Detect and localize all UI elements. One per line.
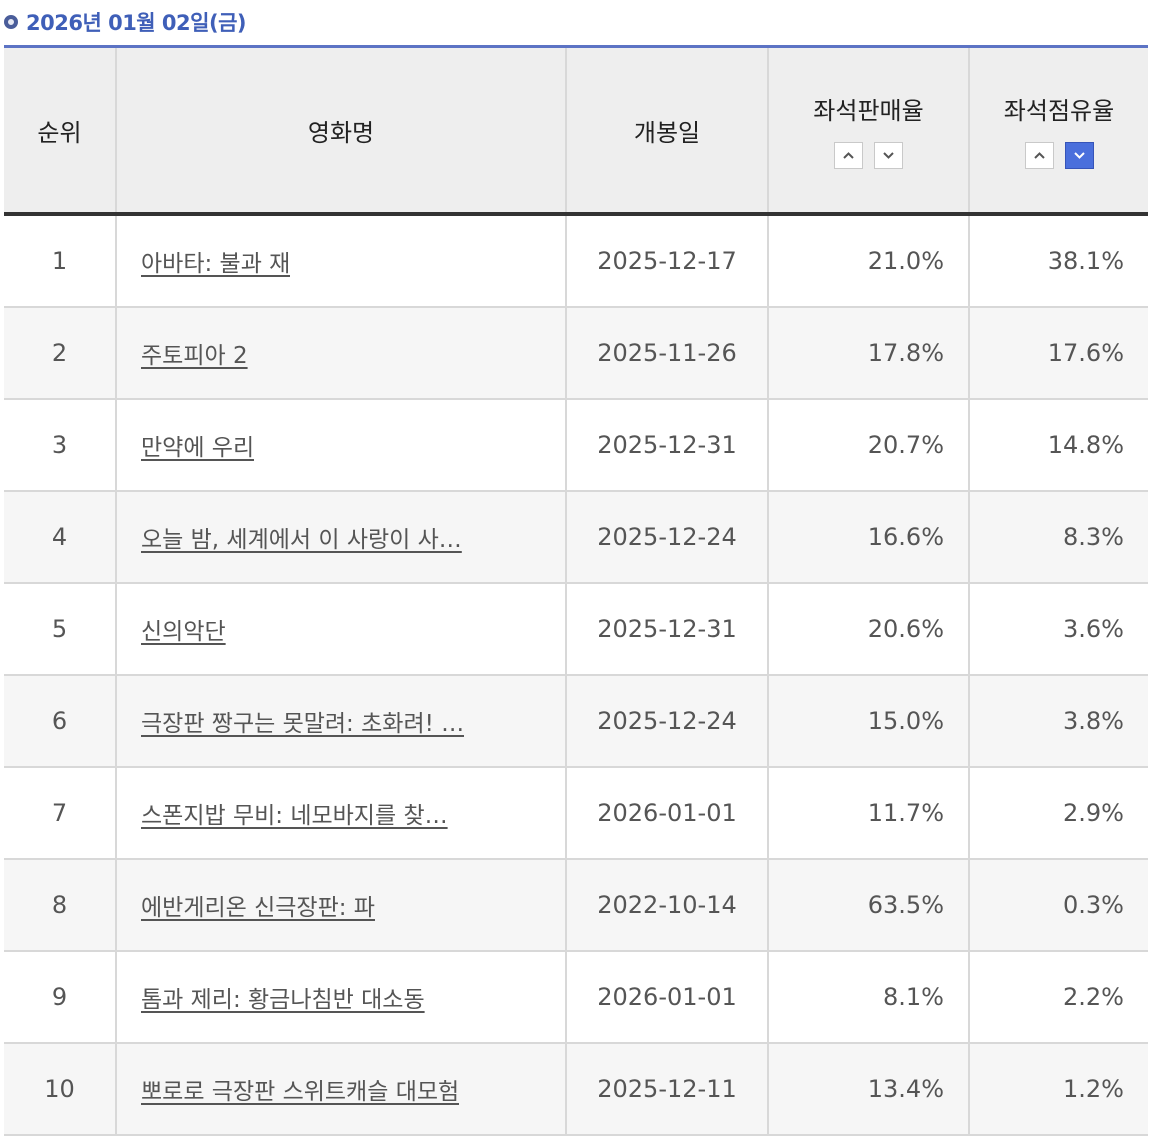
seat-share-sort-asc-button[interactable] xyxy=(1024,142,1054,169)
rank-cell: 3 xyxy=(4,399,117,492)
seat-sales-cell: 13.4% xyxy=(767,1043,970,1136)
movie-title-link[interactable]: 스폰지밥 무비: 네모바지를 찾… xyxy=(141,803,448,829)
column-header-title: 영화명 xyxy=(115,48,567,216)
seat-sales-sort-asc-button[interactable] xyxy=(834,142,863,169)
seat-sales-cell: 17.8% xyxy=(767,307,970,400)
seat-sales-cell: 15.0% xyxy=(767,675,970,768)
title-cell: 에반게리온 신극장판: 파 xyxy=(115,859,567,952)
movie-title-link[interactable]: 톰과 제리: 황금나침반 대소동 xyxy=(141,987,425,1013)
movie-title-link[interactable]: 신의악단 xyxy=(141,619,226,645)
seat-sales-cell: 20.6% xyxy=(767,583,970,676)
seat-share-cell: 38.1% xyxy=(968,214,1148,308)
title-cell: 만약에 우리 xyxy=(115,399,567,492)
movie-title-link[interactable]: 만약에 우리 xyxy=(141,435,255,461)
title-cell: 뽀로로 극장판 스위트캐슬 대모험 xyxy=(115,1043,567,1136)
table-row: 2 주토피아 2 2025-11-26 17.8% 17.6% xyxy=(4,307,1148,400)
chevron-up-icon xyxy=(1033,152,1045,159)
date-title: 2026년 01월 02일(금) xyxy=(26,11,247,35)
title-cell: 톰과 제리: 황금나침반 대소동 xyxy=(115,951,567,1044)
rank-cell: 9 xyxy=(4,951,117,1044)
rank-cell: 6 xyxy=(4,675,117,768)
title-cell: 주토피아 2 xyxy=(115,307,567,400)
chevron-down-icon xyxy=(1073,152,1085,159)
seat-sales-cell: 8.1% xyxy=(767,951,970,1044)
seat-share-cell: 8.3% xyxy=(968,491,1148,584)
seat-sales-cell: 63.5% xyxy=(767,859,970,952)
movie-title-link[interactable]: 주토피아 2 xyxy=(141,343,248,369)
column-header-open-date: 개봉일 xyxy=(565,48,769,216)
rank-cell: 10 xyxy=(4,1043,117,1136)
open-date-cell: 2026-01-01 xyxy=(565,767,769,860)
open-date-cell: 2022-10-14 xyxy=(565,859,769,952)
open-date-cell: 2025-12-24 xyxy=(565,491,769,584)
title-cell: 오늘 밤, 세계에서 이 사랑이 사… xyxy=(115,491,567,584)
table-row: 9 톰과 제리: 황금나침반 대소동 2026-01-01 8.1% 2.2% xyxy=(4,951,1148,1044)
seat-sales-cell: 16.6% xyxy=(767,491,970,584)
seat-share-cell: 2.9% xyxy=(968,767,1148,860)
rank-cell: 2 xyxy=(4,307,117,400)
rank-cell: 8 xyxy=(4,859,117,952)
seat-share-cell: 1.2% xyxy=(968,1043,1148,1136)
seat-sales-cell: 11.7% xyxy=(767,767,970,860)
table-header-row: 순위 영화명 개봉일 좌석판매율 좌석점유율 xyxy=(4,48,1148,216)
table-row: 4 오늘 밤, 세계에서 이 사랑이 사… 2025-12-24 16.6% 8… xyxy=(4,491,1148,584)
seat-share-cell: 0.3% xyxy=(968,859,1148,952)
chevron-down-icon xyxy=(883,152,894,159)
rank-cell: 5 xyxy=(4,583,117,676)
movie-title-link[interactable]: 뽀로로 극장판 스위트캐슬 대모험 xyxy=(141,1079,460,1105)
open-date-cell: 2025-12-11 xyxy=(565,1043,769,1136)
seat-share-sort-controls xyxy=(970,142,1148,169)
title-cell: 신의악단 xyxy=(115,583,567,676)
column-header-rank: 순위 xyxy=(4,48,117,216)
rank-cell: 1 xyxy=(4,214,117,308)
rank-cell: 4 xyxy=(4,491,117,584)
title-cell: 아바타: 불과 재 xyxy=(115,214,567,308)
movie-title-link[interactable]: 오늘 밤, 세계에서 이 사랑이 사… xyxy=(141,527,462,553)
table-row: 7 스폰지밥 무비: 네모바지를 찾… 2026-01-01 11.7% 2.9… xyxy=(4,767,1148,860)
table-row: 5 신의악단 2025-12-31 20.6% 3.6% xyxy=(4,583,1148,676)
movie-title-link[interactable]: 아바타: 불과 재 xyxy=(141,251,291,277)
seat-sales-cell: 20.7% xyxy=(767,399,970,492)
open-date-cell: 2025-11-26 xyxy=(565,307,769,400)
table-row: 8 에반게리온 신극장판: 파 2022-10-14 63.5% 0.3% xyxy=(4,859,1148,952)
chevron-up-icon xyxy=(843,152,854,159)
seat-share-cell: 14.8% xyxy=(968,399,1148,492)
seat-share-sort-desc-button[interactable] xyxy=(1064,142,1094,169)
open-date-cell: 2025-12-17 xyxy=(565,214,769,308)
seat-sales-sort-controls xyxy=(769,142,968,169)
seat-sales-sort-desc-button[interactable] xyxy=(874,142,903,169)
circle-bullet-icon xyxy=(4,15,18,29)
table-row: 3 만약에 우리 2025-12-31 20.7% 14.8% xyxy=(4,399,1148,492)
column-header-seat-share: 좌석점유율 xyxy=(968,48,1148,216)
seat-share-cell: 2.2% xyxy=(968,951,1148,1044)
seat-sales-cell: 21.0% xyxy=(767,214,970,308)
table-row: 10 뽀로로 극장판 스위트캐슬 대모험 2025-12-11 13.4% 1.… xyxy=(4,1043,1148,1136)
seat-share-cell: 3.8% xyxy=(968,675,1148,768)
rank-cell: 7 xyxy=(4,767,117,860)
column-header-seat-sales: 좌석판매율 xyxy=(767,48,970,216)
open-date-cell: 2026-01-01 xyxy=(565,951,769,1044)
title-cell: 극장판 짱구는 못말려: 초화려! … xyxy=(115,675,567,768)
movie-title-link[interactable]: 에반게리온 신극장판: 파 xyxy=(141,895,375,921)
header-divider xyxy=(4,45,1148,48)
open-date-cell: 2025-12-24 xyxy=(565,675,769,768)
table-row: 6 극장판 짱구는 못말려: 초화려! … 2025-12-24 15.0% 3… xyxy=(4,675,1148,768)
date-header: 2026년 01월 02일(금) xyxy=(4,0,247,44)
seat-share-cell: 17.6% xyxy=(968,307,1148,400)
table-row: 1 아바타: 불과 재 2025-12-17 21.0% 38.1% xyxy=(4,214,1148,308)
open-date-cell: 2025-12-31 xyxy=(565,399,769,492)
seat-share-cell: 3.6% xyxy=(968,583,1148,676)
open-date-cell: 2025-12-31 xyxy=(565,583,769,676)
title-cell: 스폰지밥 무비: 네모바지를 찾… xyxy=(115,767,567,860)
box-office-table: 순위 영화명 개봉일 좌석판매율 좌석점유율 xyxy=(4,48,1148,1136)
movie-title-link[interactable]: 극장판 짱구는 못말려: 초화려! … xyxy=(141,711,465,737)
